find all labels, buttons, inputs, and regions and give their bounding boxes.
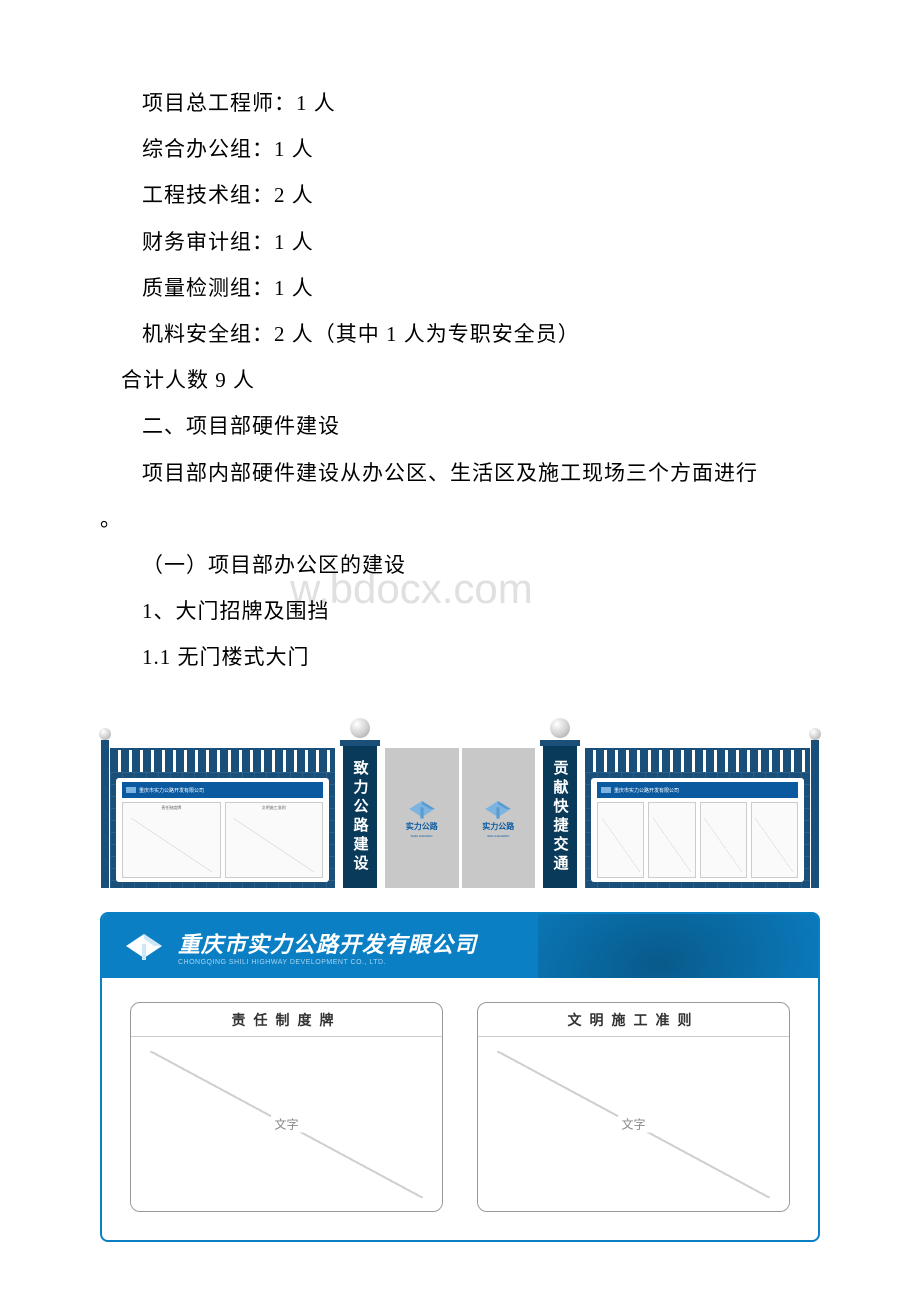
banner-header: 重庆市实力公路开发有眼公司 CHONGQING SHILI HIGHWAY DE… [102, 914, 818, 978]
fence-panel-box [597, 802, 644, 878]
fence-panel-box: 责任制度牌 [122, 802, 221, 878]
gate-doors: 实力公路 SHILI HIGHWAY 实力公路 SHILI HIGHWAY [385, 748, 535, 888]
panel-header-text: 重庆市实力公路开发有限公司 [614, 787, 679, 794]
item-1: 1、大门招牌及围挡 [100, 588, 820, 634]
staff-line-4: 财务审计组：1 人 [100, 219, 820, 265]
fence-post-left [100, 728, 110, 888]
fence-post-right [810, 728, 820, 888]
pillar-left-text: 致力公路建设 [350, 760, 371, 874]
info-card: 文明施工准则 文字 [477, 1002, 790, 1212]
diamond-logo-icon [406, 799, 438, 819]
fence-panel-box: 文明施工准则 [225, 802, 324, 878]
staff-total: 合计人数 9 人 [100, 357, 820, 403]
fence-panel-box [648, 802, 695, 878]
door-brand: 实力公路 [482, 821, 514, 832]
card-title: 责任制度牌 [131, 1003, 442, 1037]
company-name-cn: 重庆市实力公路开发有眼公司 [178, 927, 477, 959]
diamond-icon [126, 787, 136, 793]
item-1-1: 1.1 无门楼式大门 [100, 634, 820, 680]
fence-left: 重庆市实力公路开发有限公司 责任制度牌 文明施工准则 [110, 748, 335, 888]
paragraph-tail: 。 [100, 496, 820, 542]
heading-3: （一）项目部办公区的建设 [100, 542, 820, 588]
staff-line-1: 项目总工程师：1 人 [100, 80, 820, 126]
company-logo-icon [122, 932, 166, 960]
card-placeholder: 文字 [617, 1116, 649, 1133]
banner-swoosh [538, 914, 818, 978]
company-banner: 重庆市实力公路开发有眼公司 CHONGQING SHILI HIGHWAY DE… [100, 912, 820, 1242]
door-brand-en: SHILI HIGHWAY [411, 834, 433, 838]
diamond-logo-icon [482, 799, 514, 819]
paragraph-hardware: 项目部内部硬件建设从办公区、生活区及施工现场三个方面进行 [100, 450, 820, 496]
diamond-icon [601, 787, 611, 793]
fence-panel-box [700, 802, 747, 878]
staff-line-5: 质量检测组：1 人 [100, 265, 820, 311]
card-placeholder: 文字 [270, 1116, 302, 1133]
staff-line-6: 机料安全组：2 人（其中 1 人为专职安全员） [100, 311, 820, 357]
gate-pillar-right: 贡献快捷交通 [535, 718, 585, 888]
info-card: 责任制度牌 文字 [130, 1002, 443, 1212]
gate-pillar-left: 致力公路建设 [335, 718, 385, 888]
gate-illustration: 重庆市实力公路开发有限公司 责任制度牌 文明施工准则 致力公路建设 [100, 708, 820, 888]
heading-2: 二、项目部硬件建设 [100, 403, 820, 449]
door-brand: 实力公路 [406, 821, 438, 832]
door-brand-en: SHILI HIGHWAY [487, 834, 509, 838]
staff-line-3: 工程技术组：2 人 [100, 172, 820, 218]
pillar-right-text: 贡献快捷交通 [550, 760, 571, 874]
body-text: 项目总工程师：1 人 综合办公组：1 人 工程技术组：2 人 财务审计组：1 人… [100, 80, 820, 680]
card-title: 文明施工准则 [478, 1003, 789, 1037]
fence-right: 重庆市实力公路开发有限公司 [585, 748, 810, 888]
panel-header-text: 重庆市实力公路开发有限公司 [139, 787, 204, 794]
company-name-en: CHONGQING SHILI HIGHWAY DEVELOPMENT CO.,… [178, 959, 477, 966]
fence-panel-box [751, 802, 798, 878]
staff-line-2: 综合办公组：1 人 [100, 126, 820, 172]
